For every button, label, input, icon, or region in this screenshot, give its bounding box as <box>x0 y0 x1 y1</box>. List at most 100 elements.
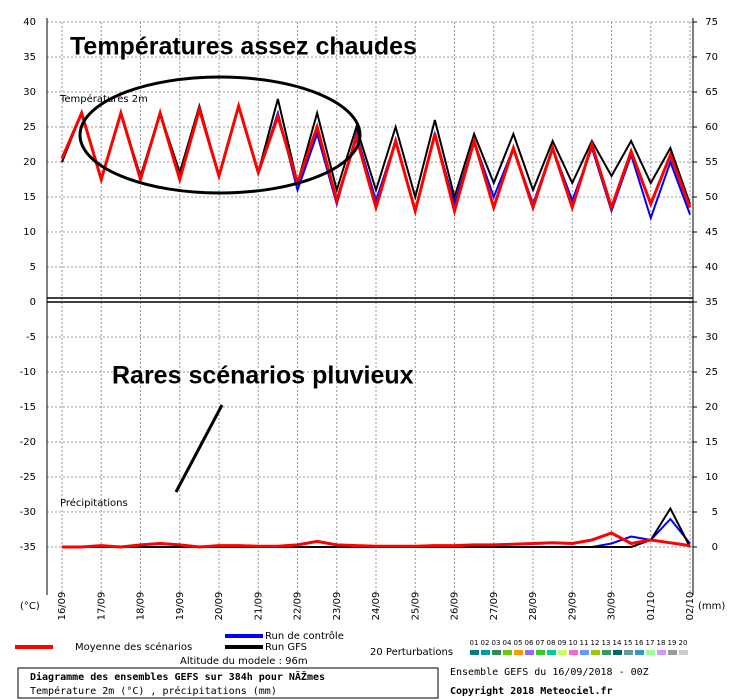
legend-label: Run de contrôle <box>265 630 344 642</box>
x-tick-label: 01/10 <box>646 592 657 621</box>
y2-tick-label: 25 <box>705 367 718 378</box>
y2-tick-label: 65 <box>705 87 718 98</box>
y-tick-label: 5 <box>30 262 36 273</box>
perturbation-label: 19 <box>668 639 677 647</box>
y2-tick-label: 15 <box>705 437 718 448</box>
legend-text: 20 Perturbations <box>370 647 453 658</box>
perturbation-label: 08 <box>547 639 556 647</box>
y2-tick-label: 55 <box>705 157 718 168</box>
y-tick-label: 10 <box>23 227 36 238</box>
perturbation-swatch <box>503 650 512 655</box>
legend-label: Moyenne des scénarios <box>75 641 192 653</box>
perturbation-swatch <box>679 650 688 655</box>
highlight-ellipse <box>78 75 362 195</box>
perturbation-label: 13 <box>602 639 611 647</box>
perturbation-label: 18 <box>657 639 666 647</box>
legend-text: Altitude du modele : 96m <box>180 656 308 667</box>
y2-tick-label: 60 <box>705 122 718 133</box>
perturbation-label: 16 <box>635 639 644 647</box>
y-tick-label: -25 <box>20 472 36 483</box>
y-tick-label: -10 <box>20 367 36 378</box>
perturbation-swatch <box>646 650 655 655</box>
perturbation-swatch <box>580 650 589 655</box>
x-tick-label: 18/09 <box>136 592 147 621</box>
legend-label: Run GFS <box>265 642 307 653</box>
y2-tick-label: 10 <box>705 472 718 483</box>
perturbation-swatch <box>470 650 479 655</box>
x-tick-label: 21/09 <box>253 592 264 621</box>
info-box <box>17 667 439 699</box>
y-tick-label: 0 <box>30 297 36 308</box>
y2-tick-label: 70 <box>705 52 718 63</box>
y2-tick-label: 5 <box>712 507 718 518</box>
y-tick-label: -5 <box>26 332 36 343</box>
perturbation-label: 20 <box>679 639 688 647</box>
y2-tick-label: 40 <box>705 262 718 273</box>
perturbation-swatch <box>536 650 545 655</box>
x-tick-label: 19/09 <box>175 592 186 621</box>
perturbation-label: 10 <box>569 639 578 647</box>
series-line <box>60 100 692 217</box>
x-tick-label: 17/09 <box>96 592 107 621</box>
legend <box>15 634 688 655</box>
x-tick-label: 20/09 <box>214 592 225 621</box>
perturbation-label: 12 <box>591 639 600 647</box>
footer-title: Diagramme des ensembles GEFS sur 384h po… <box>30 670 325 683</box>
footer-subtitle: Température 2m (°C) , précipitations (mm… <box>30 685 277 697</box>
x-tick-label: 23/09 <box>332 592 343 621</box>
y-tick-label: 25 <box>23 122 36 133</box>
perturbation-label: 14 <box>613 639 622 647</box>
y-tick-label: 35 <box>23 52 36 63</box>
y-tick-label: 20 <box>23 157 36 168</box>
y2-tick-label: 35 <box>705 297 718 308</box>
x-tick-label: 28/09 <box>528 592 539 621</box>
perturbation-swatch <box>525 650 534 655</box>
perturbation-swatch <box>635 650 644 655</box>
perturbation-swatch <box>602 650 611 655</box>
pointer-line <box>174 404 224 493</box>
perturbation-swatch <box>547 650 556 655</box>
y-tick-label: -20 <box>20 437 36 448</box>
annotation: Rares scénarios pluvieux <box>112 362 414 390</box>
y2-tick-label: 0 <box>712 542 718 553</box>
y2-tick-label: 50 <box>705 192 718 203</box>
footer-run: Ensemble GEFS du 16/09/2018 - 00Z <box>450 667 649 678</box>
perturbation-label: 17 <box>646 639 655 647</box>
lines <box>60 98 692 549</box>
perturbation-label: 07 <box>536 639 545 647</box>
series-line <box>62 531 691 549</box>
x-tick-label: 24/09 <box>371 592 382 621</box>
x-tick-label: 25/09 <box>410 592 421 621</box>
y2-tick-label: 75 <box>705 17 718 28</box>
perturbation-swatch <box>591 650 600 655</box>
x-tick-label: 22/09 <box>293 592 304 621</box>
x-tick-label: 29/09 <box>567 592 578 621</box>
perturbation-swatch <box>668 650 677 655</box>
annotation: Précipitations <box>60 497 128 509</box>
y-tick-label: -30 <box>20 507 36 518</box>
perturbation-swatch <box>481 650 490 655</box>
perturbation-label: 06 <box>525 639 534 647</box>
y-tick-label: -35 <box>20 542 36 553</box>
y-tick-label: 30 <box>23 87 36 98</box>
perturbation-label: 01 <box>470 639 479 647</box>
x-tick-label: 16/09 <box>57 592 68 621</box>
perturbation-swatch <box>613 650 622 655</box>
perturbation-swatch <box>492 650 501 655</box>
grid <box>47 21 697 595</box>
y2-tick-label: 20 <box>705 402 718 413</box>
x-tick-label: 30/09 <box>607 592 618 621</box>
perturbation-label: 05 <box>514 639 523 647</box>
annotation: Températures 2m <box>59 93 148 105</box>
perturbation-swatch <box>514 650 523 655</box>
x-tick-label: 02/10 <box>685 592 696 621</box>
y-tick-label: 15 <box>23 192 36 203</box>
y2-tick-label: 30 <box>705 332 718 343</box>
perturbation-label: 02 <box>481 639 490 647</box>
annotation: Températures assez chaudes <box>70 33 417 61</box>
perturbation-swatch <box>624 650 633 655</box>
x-tick-label: 27/09 <box>489 592 500 621</box>
y-tick-label: -15 <box>20 402 36 413</box>
